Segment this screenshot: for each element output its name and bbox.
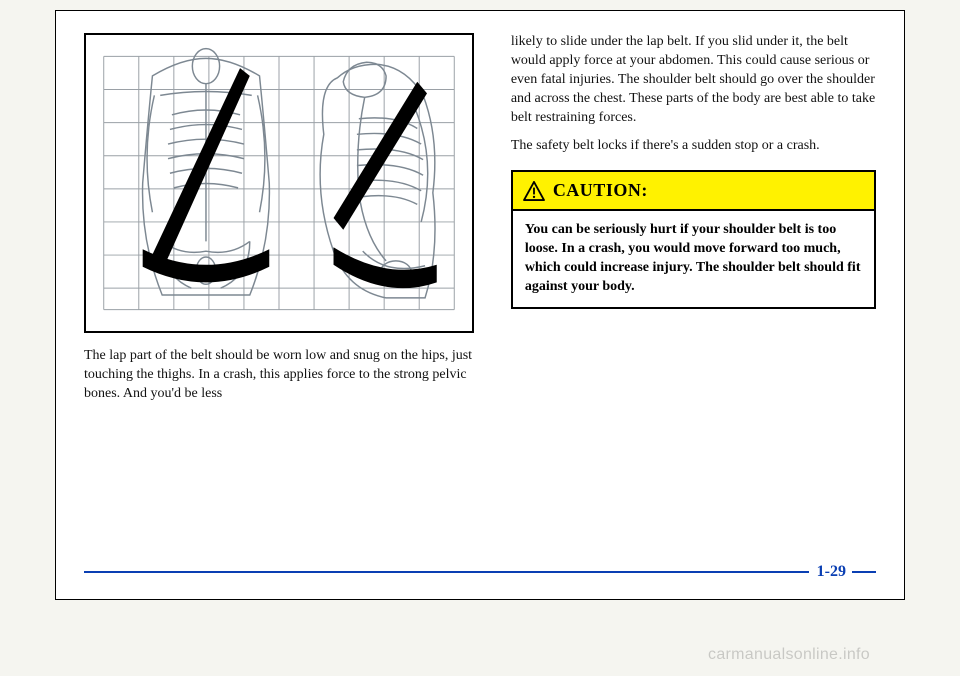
- caution-header: CAUTION:: [513, 172, 874, 211]
- two-column-layout: The lap part of the belt should be worn …: [84, 33, 876, 404]
- footer-rule-stub: [852, 571, 876, 573]
- right-paragraph-1: likely to slide under the lap belt. If y…: [511, 33, 876, 127]
- right-column: likely to slide under the lap belt. If y…: [511, 33, 876, 404]
- watermark-text: carmanualsonline.info: [708, 646, 870, 664]
- footer-rule: [84, 571, 809, 573]
- right-paragraph-2: The safety belt locks if there's a sudde…: [511, 137, 876, 156]
- seatbelt-diagram: [84, 33, 474, 333]
- seatbelt-skeleton-illustration: [94, 43, 464, 323]
- manual-page: The lap part of the belt should be worn …: [55, 10, 905, 600]
- left-column: The lap part of the belt should be worn …: [84, 33, 479, 404]
- caution-body: You can be seriously hurt if your should…: [513, 211, 874, 307]
- caution-box: CAUTION: You can be seriously hurt if yo…: [511, 170, 876, 309]
- warning-triangle-icon: [523, 181, 545, 201]
- left-caption-text: The lap part of the belt should be worn …: [84, 347, 479, 404]
- caution-title: CAUTION:: [553, 180, 648, 201]
- footer: 1-29: [84, 563, 876, 581]
- page-number: 1-29: [817, 563, 846, 581]
